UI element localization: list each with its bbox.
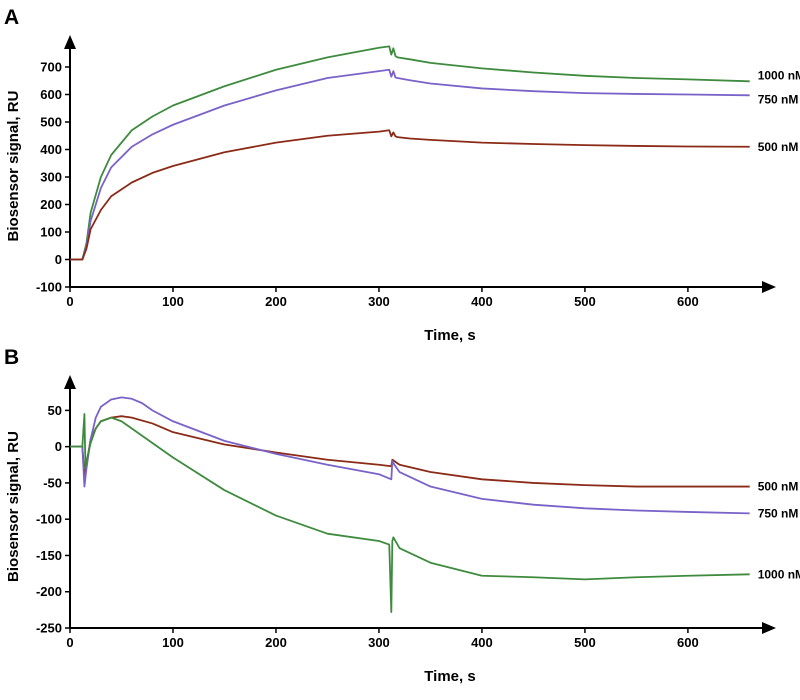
series-label: 500 nM bbox=[758, 480, 799, 494]
series-line-750-nm bbox=[70, 68, 750, 261]
panel-a: A 0 100 200 300 400 500 600 -100 0 100 200 300 400 500… bbox=[4, 6, 800, 344]
panel-letter: B bbox=[4, 346, 19, 369]
x-tick-label: 0 bbox=[66, 294, 73, 309]
y-axis-title: Biosensor signal, RU bbox=[5, 91, 22, 242]
y-tick-label: 700 bbox=[40, 60, 62, 75]
panel-letter: A bbox=[4, 6, 19, 29]
series-line-1000-nm bbox=[70, 45, 750, 261]
y-tick-label: -100 bbox=[36, 512, 62, 527]
panel-b: B 0 100 200 300 400 500 600 -250 -200 -150 -100 -50 0… bbox=[4, 346, 800, 685]
y-tick-label: 100 bbox=[40, 225, 62, 240]
x-axis-title: Time, s bbox=[424, 327, 475, 344]
x-tick-label: 500 bbox=[574, 635, 596, 650]
y-tick-label: -50 bbox=[43, 475, 62, 490]
x-tick-label: 200 bbox=[265, 635, 287, 650]
y-tick-label: 50 bbox=[48, 403, 62, 418]
x-tick-label: 300 bbox=[368, 294, 390, 309]
x-tick-label: 400 bbox=[471, 635, 493, 650]
series-label: 500 nM bbox=[758, 140, 799, 154]
x-axis-title: Time, s bbox=[424, 668, 475, 685]
series-line-500-nm bbox=[70, 129, 750, 261]
x-axis-arrow bbox=[762, 281, 776, 293]
series-label: 1000 nM bbox=[758, 567, 800, 581]
y-axis-arrow bbox=[64, 375, 76, 389]
series-label: 750 nM bbox=[758, 92, 799, 106]
y-axis-arrow bbox=[64, 35, 76, 49]
series-label: 750 nM bbox=[758, 506, 799, 520]
y-tick-label: -250 bbox=[36, 621, 62, 636]
series-line-750-nm bbox=[70, 396, 750, 515]
x-tick-label: 500 bbox=[574, 294, 596, 309]
series-label: 1000 nM bbox=[758, 68, 800, 82]
y-tick-label: 400 bbox=[40, 142, 62, 157]
y-tick-label: 0 bbox=[55, 252, 62, 267]
y-tick-label: 200 bbox=[40, 197, 62, 212]
y-tick-label: -100 bbox=[36, 280, 62, 295]
x-tick-label: 600 bbox=[677, 635, 699, 650]
y-axis-title: Biosensor signal, RU bbox=[5, 431, 22, 582]
x-axis-arrow bbox=[762, 622, 776, 634]
x-tick-label: 300 bbox=[368, 635, 390, 650]
y-tick-label: 0 bbox=[55, 439, 62, 454]
series-line-1000-nm bbox=[70, 413, 750, 613]
x-tick-label: 100 bbox=[162, 635, 184, 650]
x-tick-label: 100 bbox=[162, 294, 184, 309]
y-tick-label: 600 bbox=[40, 87, 62, 102]
x-tick-label: 400 bbox=[471, 294, 493, 309]
y-tick-label: -150 bbox=[36, 548, 62, 563]
y-tick-label: 500 bbox=[40, 115, 62, 130]
y-tick-label: 300 bbox=[40, 170, 62, 185]
x-tick-label: 0 bbox=[66, 635, 73, 650]
y-tick-label: -200 bbox=[36, 584, 62, 599]
x-tick-label: 200 bbox=[265, 294, 287, 309]
x-tick-label: 600 bbox=[677, 294, 699, 309]
